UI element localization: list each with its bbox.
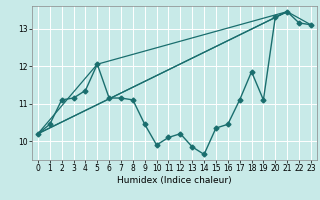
X-axis label: Humidex (Indice chaleur): Humidex (Indice chaleur) — [117, 176, 232, 185]
